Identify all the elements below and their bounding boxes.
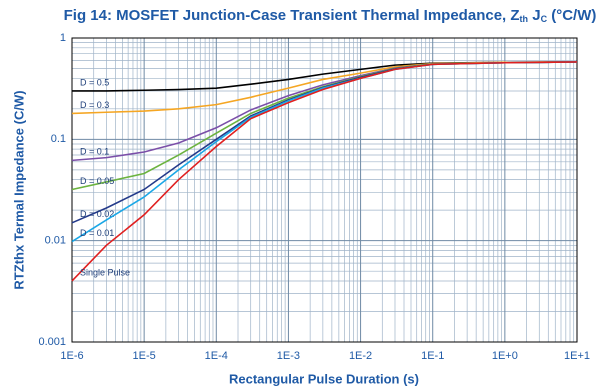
y-axis-label: RTZthx Termal Impedance (C/W) [11, 90, 26, 289]
title-part: Fig 14: MOSFET Junction-Case Transient T… [64, 7, 520, 24]
y-tick-label: 0.001 [38, 336, 66, 348]
x-tick-label: 1E-4 [205, 350, 228, 362]
series-label: D = 0.5 [80, 77, 109, 87]
x-axis-label: Rectangular Pulse Duration (s) [229, 371, 419, 386]
x-tick-label: 1E+1 [564, 350, 590, 362]
title-subscript: th [520, 14, 529, 24]
title-part: (°C/W) [547, 7, 596, 24]
x-tick-label: 1E-2 [349, 350, 372, 362]
x-tick-label: 1E-5 [133, 350, 156, 362]
title-subscript: C [541, 14, 548, 24]
series-label: Single Pulse [80, 267, 130, 277]
series-label: D = 0.05 [80, 176, 114, 186]
y-tick-label: 0.1 [51, 133, 66, 145]
y-tick-label: 0.01 [45, 235, 66, 247]
series-label: D = 0.01 [80, 228, 114, 238]
series-line [71, 61, 578, 282]
y-tick-label: 1 [60, 32, 66, 44]
x-tick-label: 1E-6 [60, 350, 83, 362]
plot-frame [71, 37, 578, 343]
series-label: D = 0.1 [80, 147, 109, 157]
title-part: J [528, 7, 541, 24]
x-tick-label: 1E+0 [492, 350, 518, 362]
x-tick-label: 1E-1 [421, 350, 444, 362]
chart-title: Fig 14: MOSFET Junction-Case Transient T… [64, 7, 597, 24]
series-label: D = 0.3 [80, 100, 109, 110]
series-label: D = 0.02 [80, 209, 114, 219]
x-tick-label: 1E-3 [277, 350, 300, 362]
